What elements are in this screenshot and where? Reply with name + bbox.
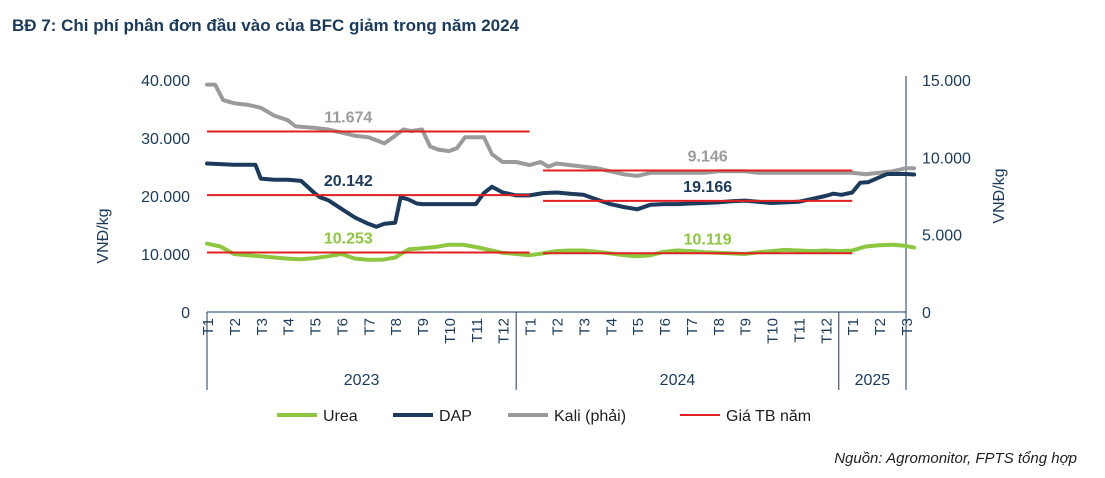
y-right-axis-title: VNĐ/kg (991, 168, 1008, 223)
y-right-tick-label: 0 (922, 305, 931, 322)
series-group (205, 82, 917, 262)
x-tick-label: T9 (415, 318, 432, 336)
x-tick-label: T4 (603, 318, 620, 336)
y-left-tick-label: 0 (181, 305, 190, 322)
axes: 0 10.000 20.000 30.000 40.000 0 5.000 10.000 15.… (95, 73, 1008, 390)
x-tick-label: T5 (630, 318, 647, 336)
x-tick-label: T11 (791, 318, 808, 343)
average-lines (207, 130, 853, 255)
chart-title: BĐ 7: Chi phí phân đơn đầu vào của BFC g… (12, 16, 520, 35)
average-value-label: 9.146 (688, 149, 728, 166)
year-label: 2024 (660, 372, 696, 389)
source-note: Nguồn: Agromonitor, FPTS tổng hợp (834, 450, 1077, 467)
x-tick-label: T5 (308, 318, 325, 336)
x-tick-label: T8 (388, 318, 405, 336)
y-left-tick-label: 40.000 (141, 73, 190, 90)
x-tick-label: T11 (469, 318, 486, 343)
x-tick-label: T6 (657, 318, 674, 336)
average-labels: 20.142 10.253 11.674 19.166 10.119 9.146 (324, 109, 732, 248)
y-left-tick-label: 10.000 (141, 247, 190, 264)
series-line-urea (205, 241, 917, 262)
x-tick-label: T3 (899, 318, 916, 336)
legend-label: Giá TB năm (726, 408, 811, 425)
legend: Urea DAP Kali (phải) Giá TB năm (277, 408, 811, 425)
x-tick-label: T10 (442, 318, 459, 344)
average-value-label: 10.119 (684, 231, 732, 248)
x-tick-label: T12 (496, 318, 513, 344)
x-tick-label: T4 (281, 318, 298, 336)
series-line-dap (205, 161, 917, 229)
x-tick-label: T7 (684, 318, 701, 336)
y-right-tick-label: 15.000 (922, 73, 971, 90)
y-left-tick-label: 30.000 (141, 131, 190, 148)
x-tick-label: T1 (523, 318, 540, 336)
y-right-tick-label: 10.000 (922, 150, 971, 167)
y-left-axis-title: VNĐ/kg (95, 208, 112, 263)
x-tick-label: T9 (738, 318, 755, 336)
y-left-tick-label: 20.000 (141, 189, 190, 206)
year-label: 2025 (855, 372, 891, 389)
x-tick-label: T3 (576, 318, 593, 336)
x-tick-label: T3 (254, 318, 271, 336)
x-tick-label: T1 (200, 318, 217, 336)
x-tick-label: T10 (765, 318, 782, 344)
x-tick-label: T2 (227, 318, 244, 336)
legend-label: Kali (phải) (554, 408, 626, 425)
legend-label: Urea (323, 408, 358, 425)
average-value-label: 19.166 (683, 179, 732, 196)
average-value-label: 11.674 (324, 109, 372, 126)
x-tick-label: T2 (872, 318, 889, 336)
year-label: 2023 (344, 372, 380, 389)
series-line-kali (205, 82, 917, 178)
x-tick-label: T1 (845, 318, 862, 336)
x-tick-label: T8 (711, 318, 728, 336)
x-tick-label: T7 (361, 318, 378, 336)
x-tick-label: T12 (818, 318, 835, 344)
x-tick-label: T6 (334, 318, 351, 336)
legend-label: DAP (439, 408, 472, 425)
average-value-label: 20.142 (324, 173, 373, 190)
y-right-tick-label: 5.000 (922, 228, 962, 245)
x-tick-label: T2 (550, 318, 567, 336)
average-value-label: 10.253 (324, 231, 373, 248)
